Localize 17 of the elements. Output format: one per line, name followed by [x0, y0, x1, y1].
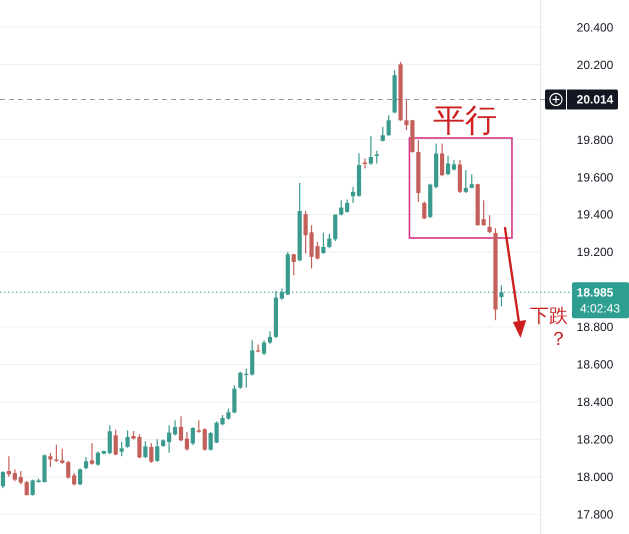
y-tick-label: 18.200 — [576, 432, 614, 447]
y-tick-label: 18.800 — [576, 320, 614, 334]
y-tick-label: 19.400 — [576, 208, 614, 222]
y-tick-label: 18.000 — [576, 470, 614, 484]
annotation: 4:02:43 — [580, 301, 620, 316]
annotation: 下跌？ — [530, 305, 568, 350]
y-tick-label: 20.200 — [576, 58, 614, 72]
y-tick-label: 18.600 — [576, 358, 614, 372]
y-tick-label: 17.800 — [576, 508, 614, 522]
y-tick-label: 19.200 — [576, 245, 614, 260]
ref-line-label: 18.985 — [576, 286, 614, 300]
annotation: 平行 — [433, 101, 497, 139]
y-tick-label: 19.800 — [576, 132, 614, 147]
y-tick-label: 20.400 — [576, 20, 614, 34]
y-tick-label: 19.600 — [576, 170, 614, 184]
ref-line-label: 20.014 — [576, 92, 614, 107]
y-tick-label: 18.400 — [576, 395, 614, 410]
